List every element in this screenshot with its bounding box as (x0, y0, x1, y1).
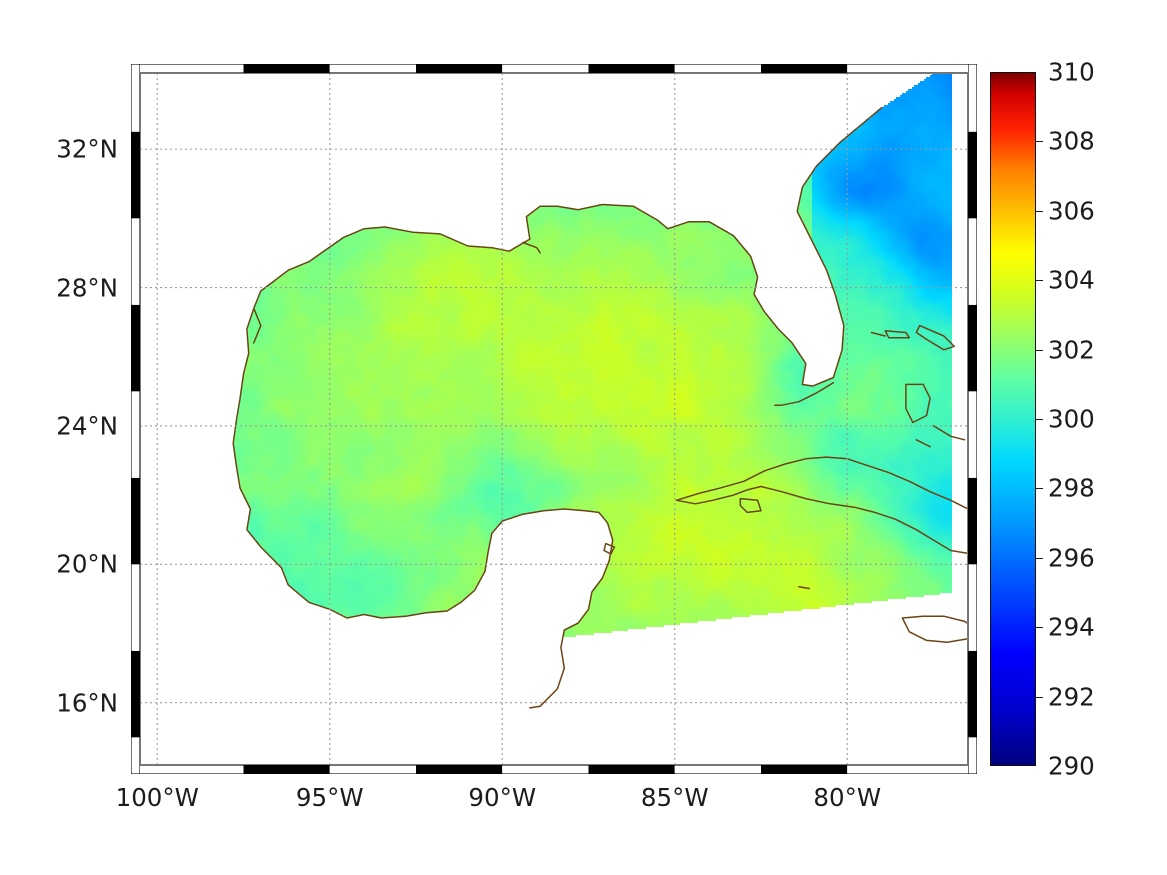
map-border-bottom (131, 765, 977, 774)
colorbar-tick-label: 298 (1048, 473, 1095, 503)
colorbar-tick-label: 304 (1048, 265, 1095, 295)
colorbar-tick-mark (1036, 349, 1043, 351)
map-axes[interactable] (131, 64, 977, 774)
colorbar-tick-label: 300 (1048, 404, 1095, 434)
y-tick-label: 16°N (56, 688, 118, 718)
x-tick-label: 90°W (468, 783, 537, 812)
colorbar-tick-mark (1036, 141, 1043, 143)
colorbar-tick-mark (1036, 557, 1043, 559)
y-tick-label: 28°N (56, 273, 118, 303)
y-tick-label: 24°N (56, 411, 118, 441)
map-border-top (131, 64, 977, 73)
colorbar-tick-mark (1036, 210, 1043, 212)
colorbar-tick-label: 296 (1048, 543, 1095, 573)
colorbar-tick-mark (1036, 419, 1043, 420)
colorbar-gradient (990, 72, 1036, 766)
colorbar-tick-label: 294 (1048, 612, 1095, 642)
y-tick-label: 32°N (56, 134, 118, 164)
colorbar-tick-mark (1036, 627, 1043, 629)
colorbar-tick-mark (1036, 280, 1043, 282)
colorbar[interactable]: 310 308 306 304 302 300 298 296 294 292 290 (990, 58, 1095, 781)
x-tick-label: 100°W (115, 783, 199, 812)
y-tick-label: 20°N (56, 549, 118, 579)
sst-heatmap-raster (140, 73, 968, 765)
colorbar-tick-label: 302 (1048, 335, 1095, 365)
x-tick-label: 85°W (640, 783, 709, 812)
colorbar-tick-mark (1036, 696, 1043, 698)
colorbar-tick-label: 310 (1048, 57, 1095, 87)
colorbar-tick-label: 292 (1048, 682, 1095, 712)
colorbar-tick-label: 306 (1048, 196, 1095, 226)
x-tick-label: 80°W (813, 783, 882, 812)
x-tick-label: 95°W (295, 783, 364, 812)
colorbar-tick-label: 290 (1048, 751, 1095, 781)
map-border-right (968, 64, 977, 774)
map-border-left (131, 64, 140, 774)
colorbar-tick-mark (1036, 488, 1043, 490)
colorbar-tick-label: 308 (1048, 126, 1095, 156)
